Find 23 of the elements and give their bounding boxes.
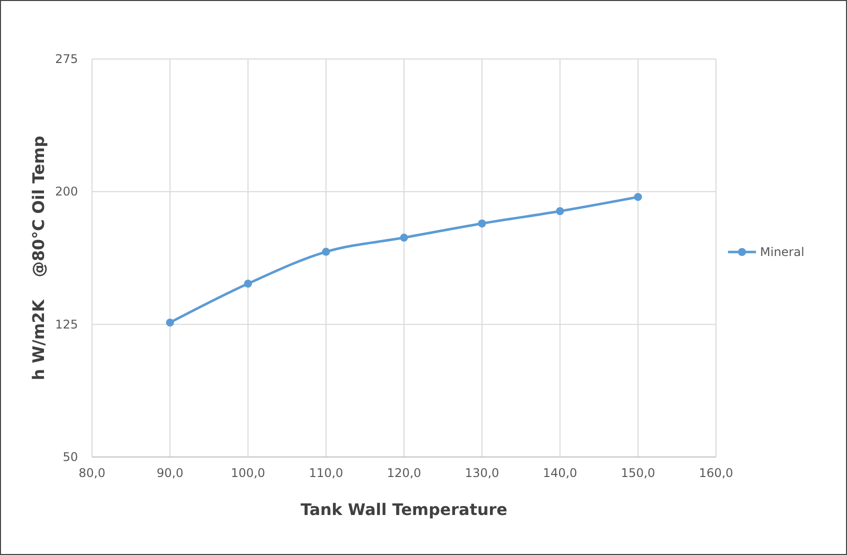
- point: [556, 207, 564, 216]
- x-tick-label: 150,0: [620, 466, 656, 480]
- point: [322, 248, 330, 256]
- point: [634, 192, 642, 201]
- point: [244, 280, 252, 288]
- y-tick-label: 50: [62, 450, 78, 464]
- x-tick-label: 80,0: [78, 466, 106, 480]
- y-tick-label: 275: [55, 52, 78, 66]
- point: [166, 318, 174, 327]
- point: [400, 234, 408, 242]
- y-axis-title: h W/m2K @80°C Oil Temp: [29, 136, 48, 380]
- x-tick-label: 130,0: [464, 466, 500, 480]
- legend-label: Mineral: [760, 245, 804, 259]
- x-tick-label: 120,0: [386, 466, 422, 480]
- x-axis-title: Tank Wall Temperature: [300, 500, 508, 519]
- point: [478, 220, 486, 228]
- x-tick-label: 100,0: [230, 466, 266, 480]
- x-tick-label: 140,0: [542, 466, 578, 480]
- y-tick-label: 200: [55, 184, 78, 199]
- y-tick-label: 125: [55, 317, 78, 332]
- x-tick-label: 90,0: [156, 466, 184, 480]
- x-tick-label: 160,0: [698, 466, 734, 480]
- x-tick-label: 110,0: [308, 466, 344, 480]
